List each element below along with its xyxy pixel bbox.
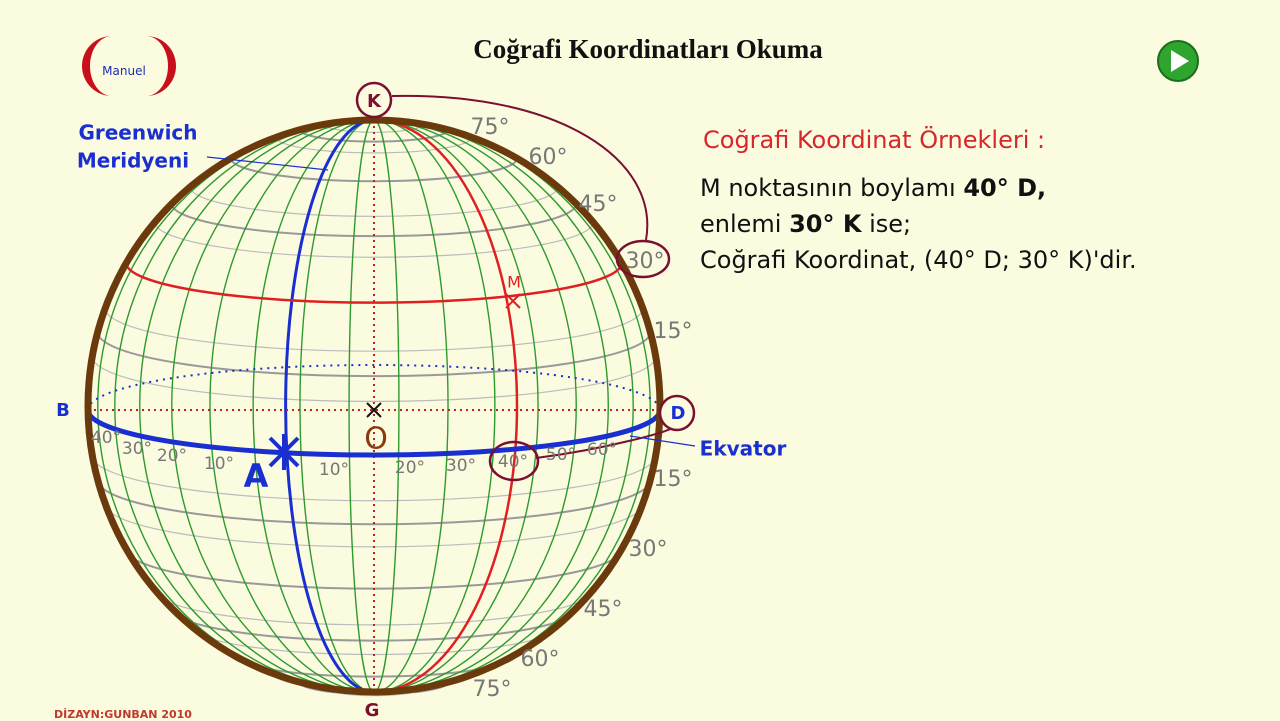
degree-label: 15° <box>654 467 693 492</box>
degree-label: 20° <box>157 446 187 466</box>
text: ise; <box>861 210 912 238</box>
parallel <box>275 137 473 154</box>
meridian <box>252 119 375 693</box>
degree-label: 10° <box>204 454 234 474</box>
label-ring <box>658 394 696 432</box>
meridian <box>373 118 519 694</box>
degree-label: 40° <box>91 428 121 448</box>
parallel <box>125 262 623 304</box>
degree-label: 45° <box>584 597 623 622</box>
meridian <box>348 119 375 693</box>
parallel <box>91 455 657 502</box>
pointer <box>629 435 696 447</box>
title: Coğrafi Koordinatları Okuma <box>473 34 823 64</box>
degree-label: 30° <box>626 249 665 274</box>
meridian <box>373 119 449 693</box>
text: 30° K <box>789 210 862 238</box>
parallel <box>96 331 652 378</box>
center-label: O <box>364 422 388 457</box>
meridian <box>114 119 375 693</box>
greenwich-label: Greenwich <box>78 121 197 145</box>
meridian <box>139 119 375 693</box>
button-shape[interactable] <box>146 36 176 96</box>
equator-back <box>87 364 661 411</box>
meridian <box>299 119 375 693</box>
meridian <box>373 119 634 693</box>
meridian <box>171 119 375 693</box>
info-panel: Coğrafi Koordinat Örnekleri : M noktasın… <box>700 122 1137 278</box>
degree-label: 40° <box>498 452 528 472</box>
button-label[interactable]: Manuel <box>102 64 146 78</box>
degree-label: 75° <box>473 677 512 702</box>
text: enlemi <box>700 210 790 238</box>
label-ring <box>488 440 540 482</box>
point-label: A <box>244 457 269 495</box>
meridian <box>373 119 496 693</box>
text: 40° D, <box>963 174 1047 202</box>
play-icon[interactable] <box>1171 50 1189 72</box>
point-a-mark <box>268 434 300 470</box>
parallel <box>154 222 594 258</box>
pointer <box>206 156 329 171</box>
meridian <box>209 119 375 693</box>
play-button[interactable] <box>1157 40 1199 82</box>
degree-label: 60° <box>587 440 617 460</box>
degree-label: 30° <box>446 456 476 476</box>
equator <box>85 409 663 458</box>
degree-label: 20° <box>395 458 425 478</box>
meridian <box>373 119 577 693</box>
connector <box>391 94 649 241</box>
degree-label: 30° <box>122 439 152 459</box>
parallel <box>104 308 644 352</box>
degree-label: 30° <box>629 537 668 562</box>
panel-heading: Coğrafi Koordinat Örnekleri : <box>703 126 1046 154</box>
center-mark <box>366 402 382 418</box>
footer: DİZAYN:GUNBAN 2010 <box>54 708 192 721</box>
panel-line: M noktasının boylamı 40° D, <box>700 170 1137 206</box>
parallel <box>170 203 578 238</box>
equator-label: Ekvator <box>700 437 787 461</box>
globe-outline <box>84 116 664 696</box>
direction-label: B <box>56 400 70 421</box>
pole-label: K <box>367 91 382 112</box>
point-label: M <box>507 273 521 292</box>
manual-button[interactable]: Manuel <box>82 36 176 96</box>
greenwich-label: Meridyeni <box>77 149 189 173</box>
pole-label: G <box>365 700 380 720</box>
panel-line: enlemi 30° K ise; <box>700 206 1137 242</box>
degree-label: 10° <box>319 460 349 480</box>
panel-line: Coğrafi Koordinat, (40° D; 30° K)'dir. <box>700 246 1137 274</box>
meridian <box>373 119 400 693</box>
degree-label: 50° <box>546 445 576 465</box>
direction-label: D <box>671 403 686 424</box>
meridian <box>284 118 375 694</box>
text: M noktasının boylamı <box>700 174 964 202</box>
point-m-mark <box>505 293 521 309</box>
button-shape[interactable] <box>82 36 112 96</box>
meridian <box>373 119 609 693</box>
degree-label: 60° <box>529 145 568 170</box>
parallel <box>91 356 657 403</box>
label-ring <box>615 239 671 279</box>
degree-label: 75° <box>471 115 510 140</box>
meridian <box>373 119 539 693</box>
degree-label: 15° <box>654 319 693 344</box>
parallel <box>96 479 652 526</box>
degree-label: 45° <box>579 192 618 217</box>
label-ring <box>355 81 393 119</box>
degree-label: 60° <box>521 647 560 672</box>
